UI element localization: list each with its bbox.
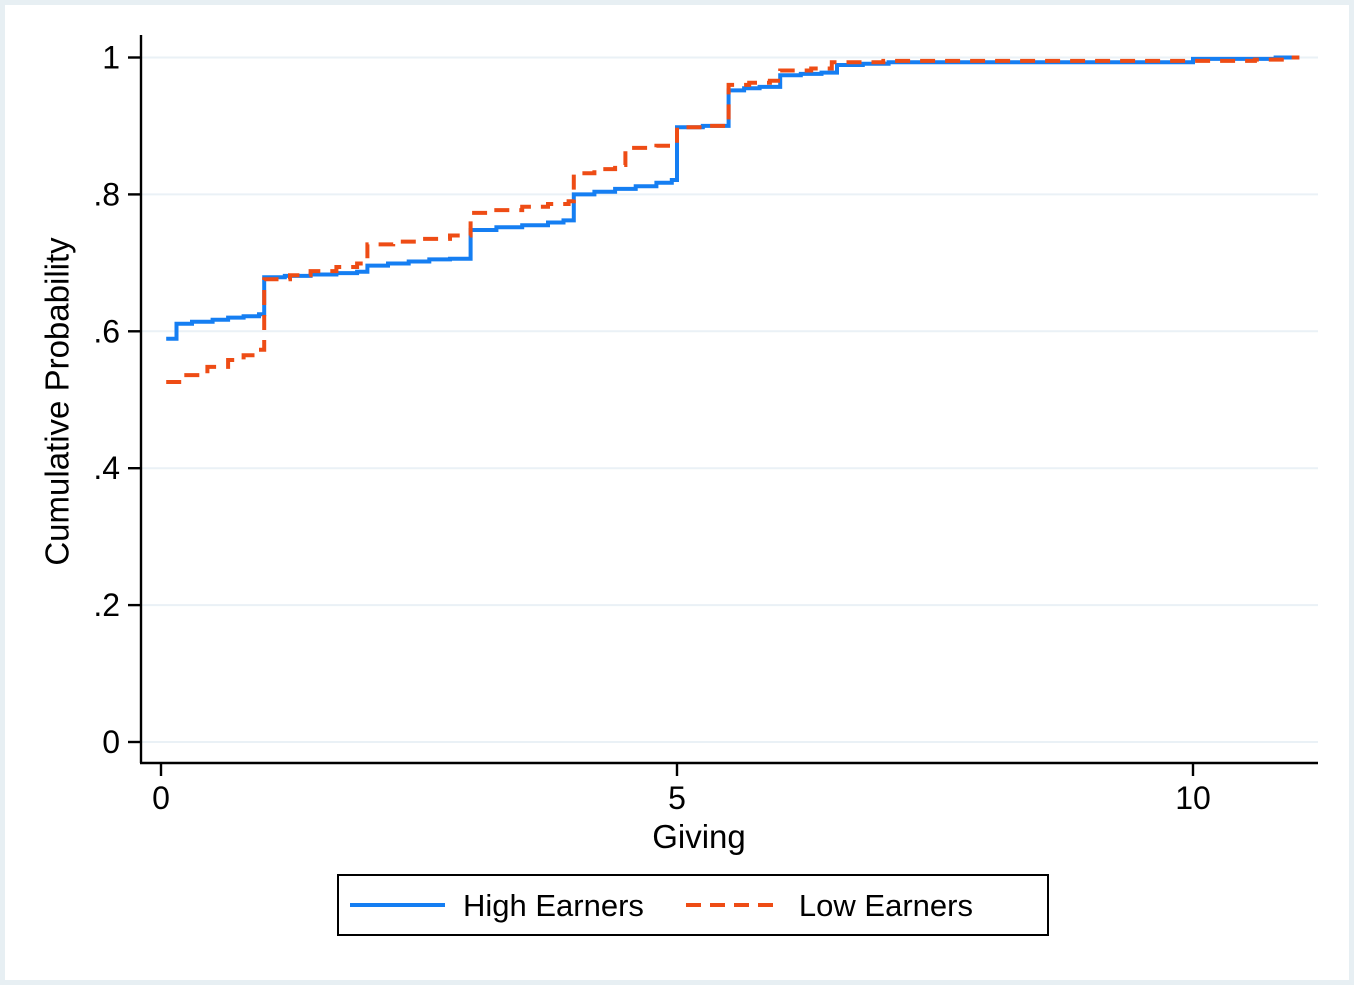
x-axis-title: Giving (652, 818, 746, 855)
x-tick-label: 10 (1175, 780, 1211, 816)
legend-label-high-earners: High Earners (463, 887, 644, 923)
legend-label-low-earners: Low Earners (798, 887, 973, 923)
x-tick-label: 0 (152, 780, 170, 816)
y-axis-title: Cumulative Probability (38, 237, 76, 566)
high-earners-line-sample (350, 903, 445, 907)
low-earners-line (166, 55, 1300, 384)
low-earners-line-sample (685, 903, 781, 907)
y-tick-label: 0 (102, 724, 120, 760)
legend-item-low-earners: Low Earners (644, 890, 973, 921)
legend: High Earners Low Earners (337, 874, 1049, 936)
legend-item-high-earners: High Earners (339, 890, 644, 921)
y-tick-label: .2 (93, 587, 120, 623)
x-tick-label: 5 (668, 780, 686, 816)
chart-plot-area: 0.2.4.6.810 5 10 (93, 35, 1318, 816)
y-tick-label: 1 (102, 40, 120, 76)
y-tick-label: .8 (93, 176, 120, 212)
high-earners-line (166, 55, 1300, 341)
y-tick-label: .4 (93, 450, 120, 486)
y-tick-label: .6 (93, 313, 120, 349)
